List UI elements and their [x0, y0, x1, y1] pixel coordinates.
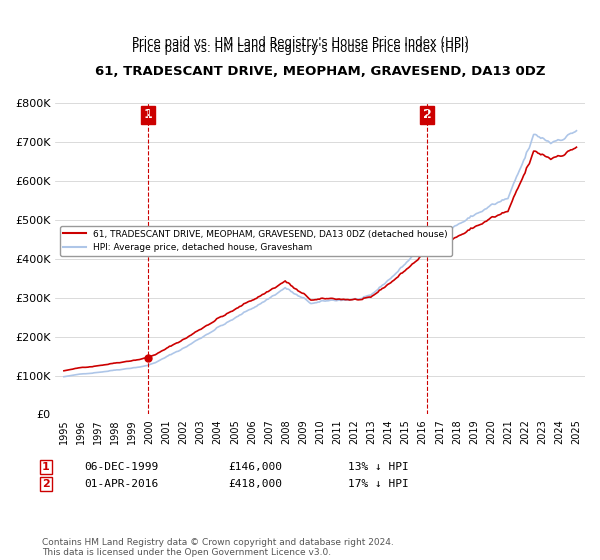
Text: £418,000: £418,000 [228, 479, 282, 489]
Text: 17% ↓ HPI: 17% ↓ HPI [348, 479, 409, 489]
Legend: 61, TRADESCANT DRIVE, MEOPHAM, GRAVESEND, DA13 0DZ (detached house), HPI: Averag: 61, TRADESCANT DRIVE, MEOPHAM, GRAVESEND… [60, 226, 452, 256]
Text: 1: 1 [42, 462, 50, 472]
Text: 01-APR-2016: 01-APR-2016 [84, 479, 158, 489]
Text: 06-DEC-1999: 06-DEC-1999 [84, 462, 158, 472]
Title: 61, TRADESCANT DRIVE, MEOPHAM, GRAVESEND, DA13 0DZ: 61, TRADESCANT DRIVE, MEOPHAM, GRAVESEND… [95, 66, 545, 78]
Text: £146,000: £146,000 [228, 462, 282, 472]
Text: 13% ↓ HPI: 13% ↓ HPI [348, 462, 409, 472]
Text: Price paid vs. HM Land Registry's House Price Index (HPI): Price paid vs. HM Land Registry's House … [131, 42, 469, 55]
Text: 2: 2 [422, 108, 431, 122]
Text: Contains HM Land Registry data © Crown copyright and database right 2024.
This d: Contains HM Land Registry data © Crown c… [42, 538, 394, 557]
Text: 1: 1 [143, 108, 152, 122]
Text: 2: 2 [42, 479, 50, 489]
Text: Price paid vs. HM Land Registry's House Price Index (HPI): Price paid vs. HM Land Registry's House … [131, 36, 469, 49]
